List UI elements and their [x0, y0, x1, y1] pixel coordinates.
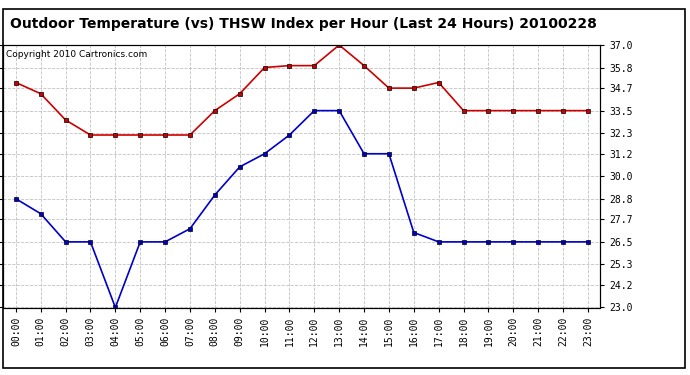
Text: Outdoor Temperature (vs) THSW Index per Hour (Last 24 Hours) 20100228: Outdoor Temperature (vs) THSW Index per … [10, 17, 597, 31]
Text: Copyright 2010 Cartronics.com: Copyright 2010 Cartronics.com [6, 50, 148, 59]
